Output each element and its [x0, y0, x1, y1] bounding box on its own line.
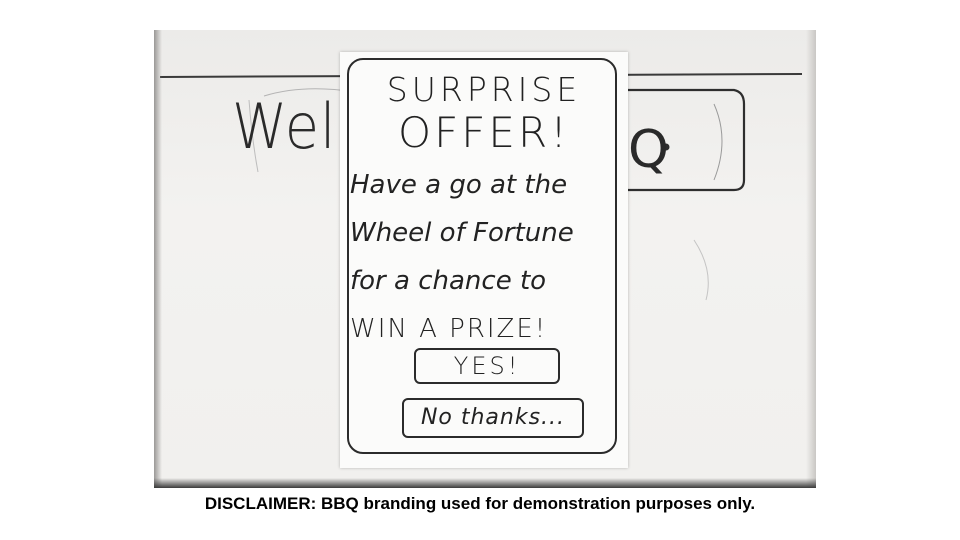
popup-body-line: Wheel of Fortune	[350, 218, 574, 248]
logo-dot	[662, 143, 670, 151]
popup-body-line: WIN A PRIZE!	[350, 314, 548, 344]
photo-edge-shadow	[154, 478, 816, 488]
popup-body-line: Have a go at the	[350, 170, 568, 200]
brand-logo-fragment: Q	[628, 120, 669, 180]
logo-box-faint-stroke	[713, 103, 723, 181]
accept-offer-button[interactable]: YES!	[414, 348, 560, 384]
photo-edge-shadow	[154, 30, 162, 488]
popup-title-line-1: SURPRISE	[386, 70, 582, 109]
logo-box-outline	[624, 88, 746, 192]
popup-title-line-2: OFFER!	[398, 108, 570, 157]
surprise-offer-popup: SURPRISE OFFER! Have a go at the Wheel o…	[340, 52, 628, 468]
faint-scribble	[248, 99, 259, 173]
popup-body-line: for a chance to	[350, 266, 547, 296]
disclaimer-text: DISCLAIMER: BBQ branding used for demons…	[204, 494, 756, 513]
photo-edge-shadow	[806, 30, 816, 488]
faint-scribble	[693, 239, 709, 301]
decline-offer-button[interactable]: No thanks...	[402, 398, 584, 438]
popup-frame	[347, 58, 617, 454]
welcome-heading-fragment: Wel	[232, 90, 337, 163]
